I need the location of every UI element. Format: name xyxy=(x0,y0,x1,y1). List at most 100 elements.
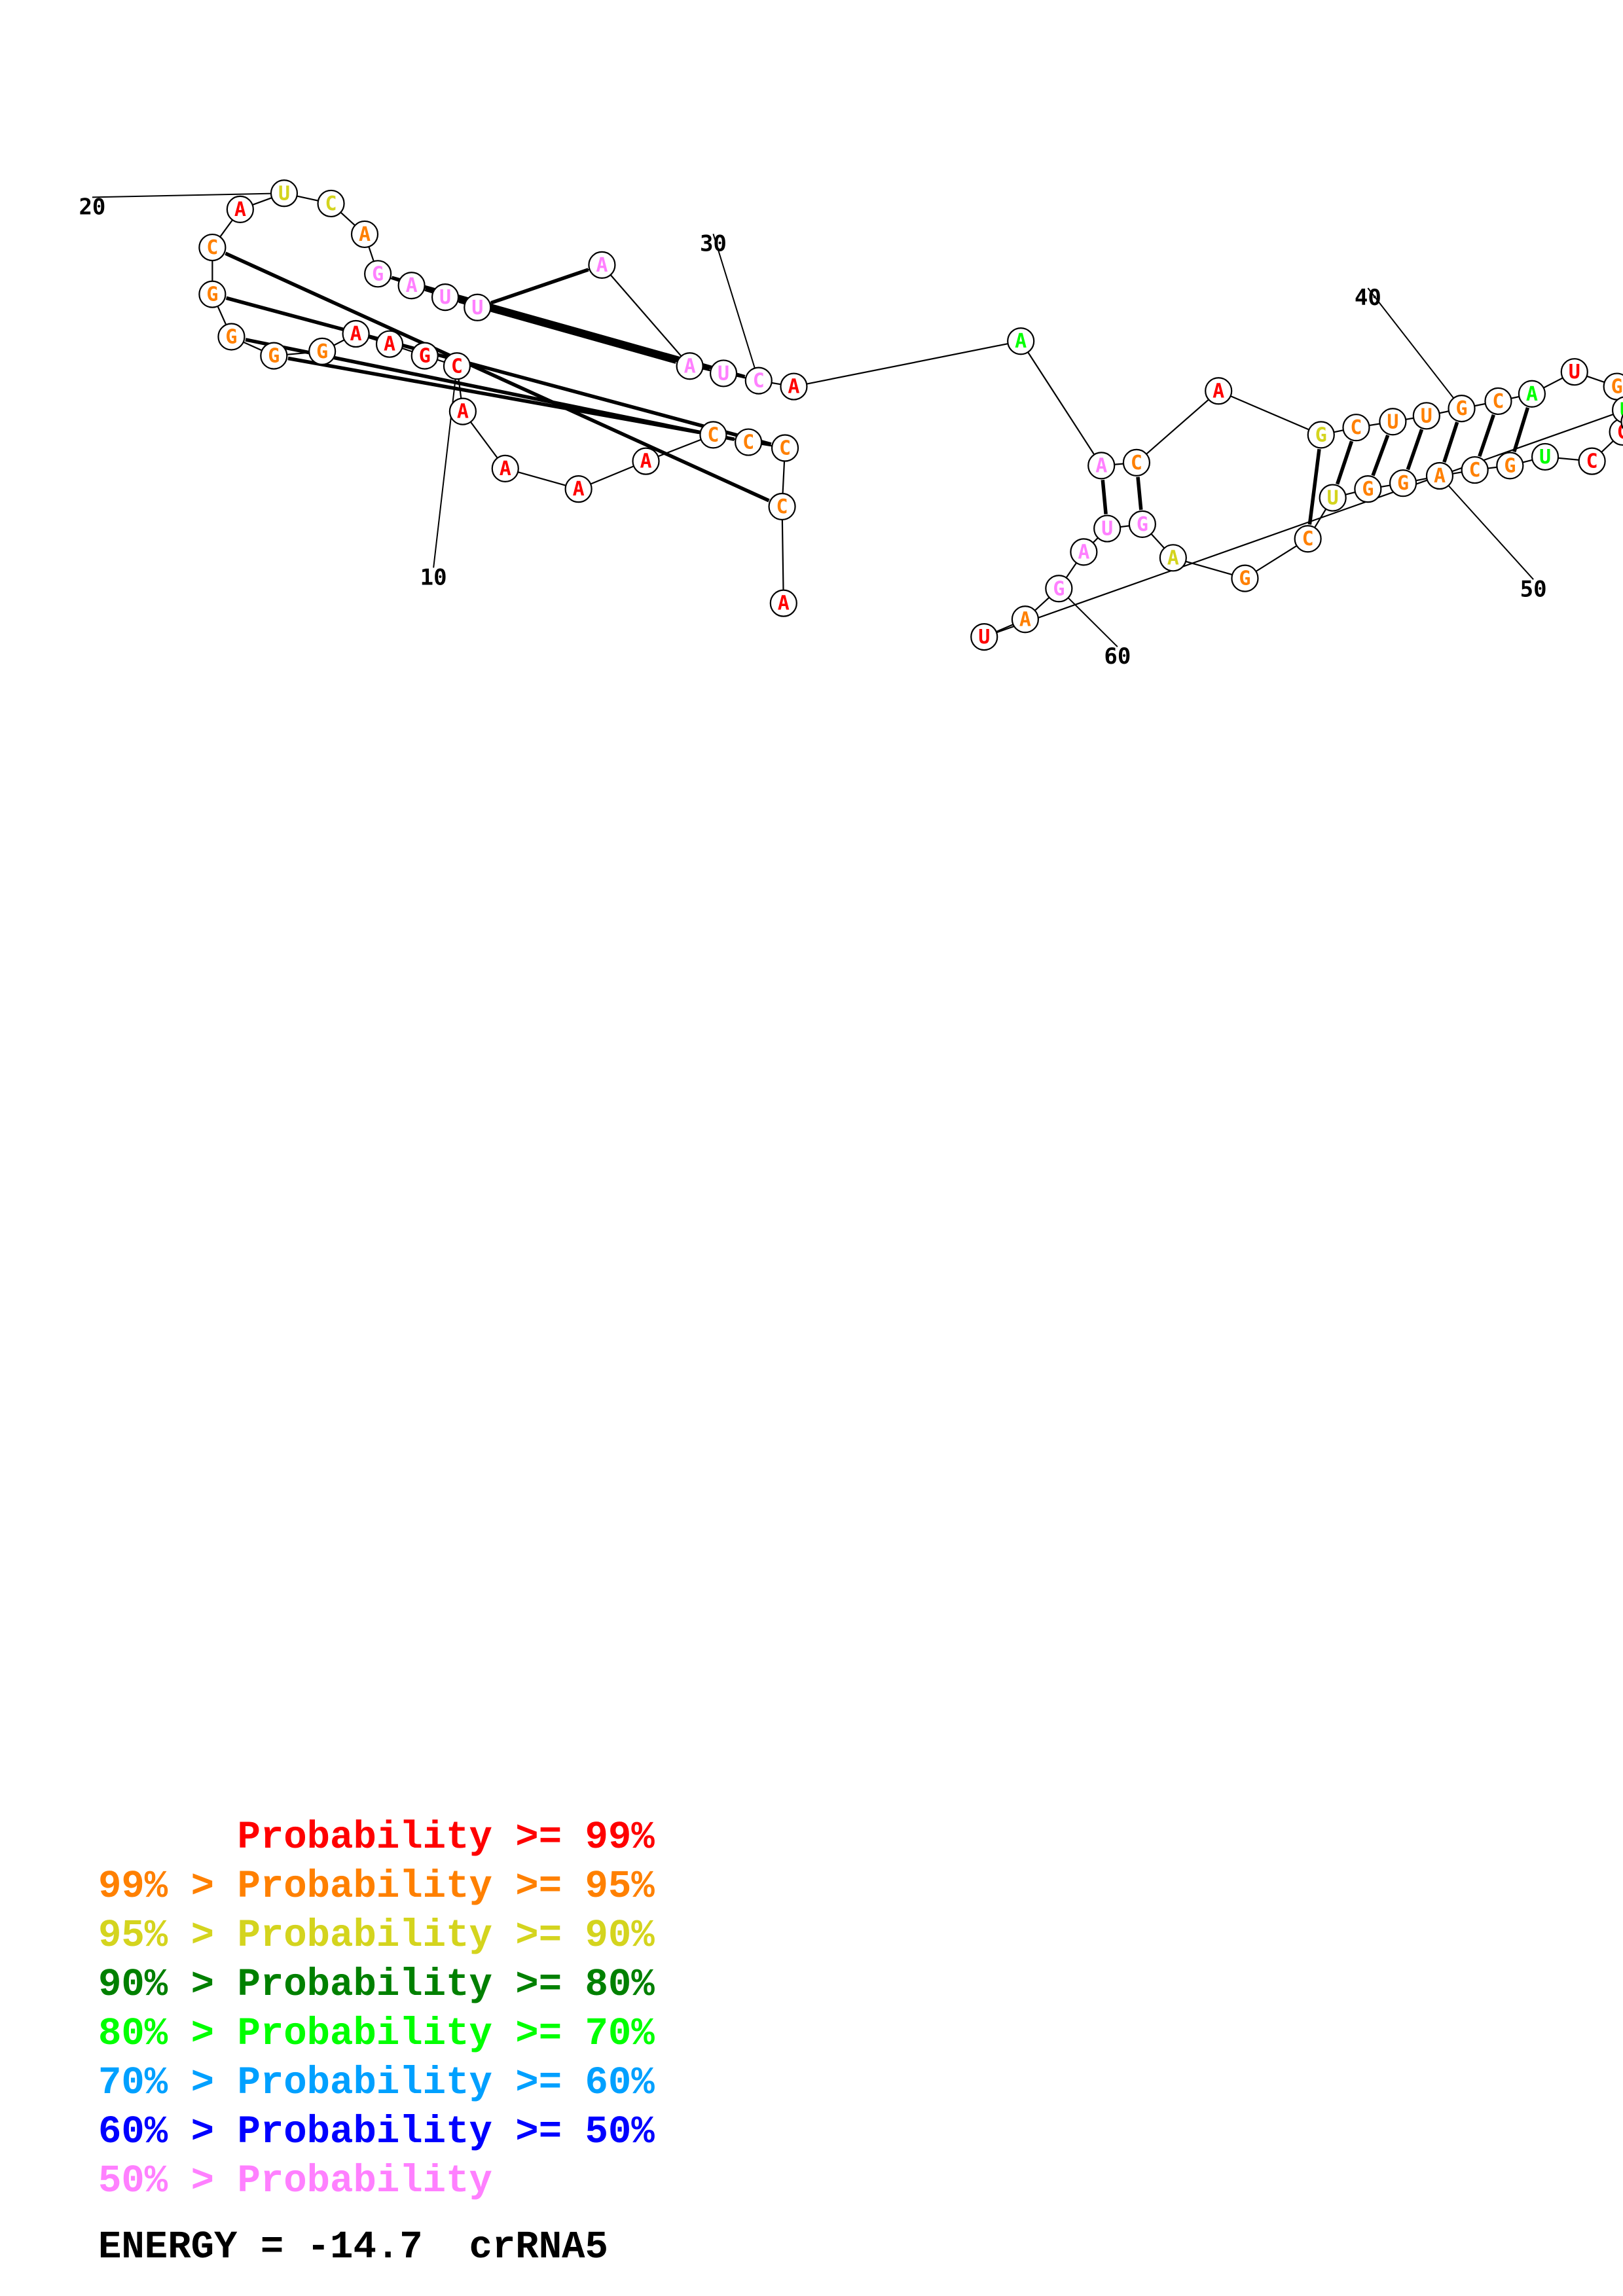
nucleotide: C xyxy=(1578,447,1606,475)
nucleotide: G xyxy=(1128,510,1156,538)
nucleotide-circle xyxy=(1045,575,1073,603)
nucleotide-base: G xyxy=(419,345,431,368)
nucleotide-base: A xyxy=(1167,547,1179,569)
nucleotide-circle xyxy=(1128,510,1156,538)
nucleotide-base: G xyxy=(225,326,237,349)
nucleotide-circle xyxy=(1484,387,1512,416)
nucleotide-base: A xyxy=(778,592,790,615)
nucleotide-base: G xyxy=(1239,567,1250,590)
base-pair-bond xyxy=(225,296,772,446)
nucleotide-circle xyxy=(1560,358,1588,386)
nucleotide-base: G xyxy=(1397,472,1409,495)
nucleotide-base: U xyxy=(439,286,451,309)
legend-mid: Probability xyxy=(237,2061,492,2105)
nucleotide: A xyxy=(342,319,370,348)
legend-op: >= xyxy=(492,1963,585,2007)
nucleotide-base: C xyxy=(776,495,788,518)
nucleotide-base: C xyxy=(742,431,754,454)
legend-sep: > xyxy=(168,2012,238,2056)
nucleotide-circle xyxy=(1307,421,1335,449)
nucleotide: A xyxy=(397,272,426,300)
legend-op: >= xyxy=(492,2110,585,2154)
nucleotide-circle xyxy=(1007,327,1035,355)
position-label: 20 xyxy=(79,194,105,220)
nucleotide-base: A xyxy=(1213,380,1224,403)
nucleotide-base: C xyxy=(451,355,463,378)
nucleotide-base: G xyxy=(372,262,384,285)
backbone-segment xyxy=(1136,390,1219,463)
nucleotide: U xyxy=(709,359,738,387)
nucleotide-base: A xyxy=(359,223,371,246)
nucleotide-circle xyxy=(632,447,660,475)
nucleotide: C xyxy=(771,434,799,462)
nucleotide-circle xyxy=(317,189,345,218)
nucleotide: U xyxy=(1319,484,1347,512)
nucleotide-base: A xyxy=(1526,383,1538,406)
nucleotide-base: U xyxy=(1620,399,1623,422)
legend-left: 90% xyxy=(98,1963,168,2007)
nucleotide: C xyxy=(768,492,796,521)
nucleotide-circle xyxy=(1611,396,1623,424)
nucleotide-circle xyxy=(198,233,227,262)
nucleotide-base: G xyxy=(1504,454,1516,477)
nucleotide: C xyxy=(1122,448,1151,476)
nucleotide: G xyxy=(260,342,288,370)
nucleotide-circle xyxy=(217,323,246,351)
nucleotide-circle xyxy=(1518,380,1546,408)
nucleotide-circle xyxy=(1205,377,1233,405)
nucleotide: A xyxy=(1011,605,1040,634)
nucleotide-circle xyxy=(676,352,704,380)
legend-right: 99% xyxy=(585,1816,655,1859)
nucleotide-base: U xyxy=(978,626,990,649)
nucleotide-base: A xyxy=(1434,465,1446,488)
legend-row: 50% > Probability xyxy=(98,2157,655,2206)
nucleotide-base: C xyxy=(707,423,719,446)
base-pair-bond xyxy=(1442,422,1459,463)
base-pair-bond xyxy=(1307,448,1321,525)
nucleotide-base: U xyxy=(1101,518,1113,541)
nucleotide-base: G xyxy=(316,340,328,363)
legend-sep: > xyxy=(168,2110,238,2154)
nucleotide-circle xyxy=(970,622,998,651)
position-label-layer: 10 20 30 40 50 60 xyxy=(79,192,1547,670)
nucleotide-base: G xyxy=(206,283,218,306)
nucleotide-base: A xyxy=(1015,330,1027,353)
nucleotide: A xyxy=(448,397,477,425)
nucleotide-circle xyxy=(1354,475,1382,503)
nucleotide-base: G xyxy=(1053,577,1065,600)
legend-sep xyxy=(168,1816,237,1859)
nucleotide-circle xyxy=(226,195,254,223)
position-tick xyxy=(92,192,284,198)
nucleotide-circle xyxy=(270,179,299,207)
nucleotide-base: C xyxy=(206,236,218,259)
legend-left: 99% xyxy=(98,1865,168,1909)
nucleotide-base: U xyxy=(1569,361,1580,384)
nucleotide-circle xyxy=(443,352,471,380)
nucleotide-circle xyxy=(431,283,460,312)
nucleotide: C xyxy=(1461,456,1489,484)
nucleotide-circle xyxy=(198,280,227,308)
nucleotide: A xyxy=(780,372,808,401)
legend-left xyxy=(98,1816,168,1859)
nucleotide-base: U xyxy=(471,296,483,319)
nucleotide: G xyxy=(364,260,392,288)
nucleotide: A xyxy=(1620,414,1623,430)
position-tick xyxy=(712,234,759,381)
nucleotide-base: G xyxy=(268,345,280,368)
backbone-segment xyxy=(1218,390,1322,436)
nucleotide-base: A xyxy=(406,274,418,297)
nucleotide: G xyxy=(1307,421,1335,449)
legend-sep: > xyxy=(168,2159,238,2203)
nucleotide: A xyxy=(350,220,379,249)
legend-op: >= xyxy=(492,1865,585,1909)
nucleotide-circle xyxy=(699,421,727,449)
nucleotide: U xyxy=(464,293,492,321)
legend-op: >= xyxy=(492,1816,585,1859)
nucleotide: G xyxy=(308,337,337,365)
nucleotide-base: A xyxy=(384,333,395,356)
nucleotide-base: A xyxy=(234,198,246,221)
backbone-segment xyxy=(1020,340,1103,466)
nucleotide: G xyxy=(1354,475,1382,503)
